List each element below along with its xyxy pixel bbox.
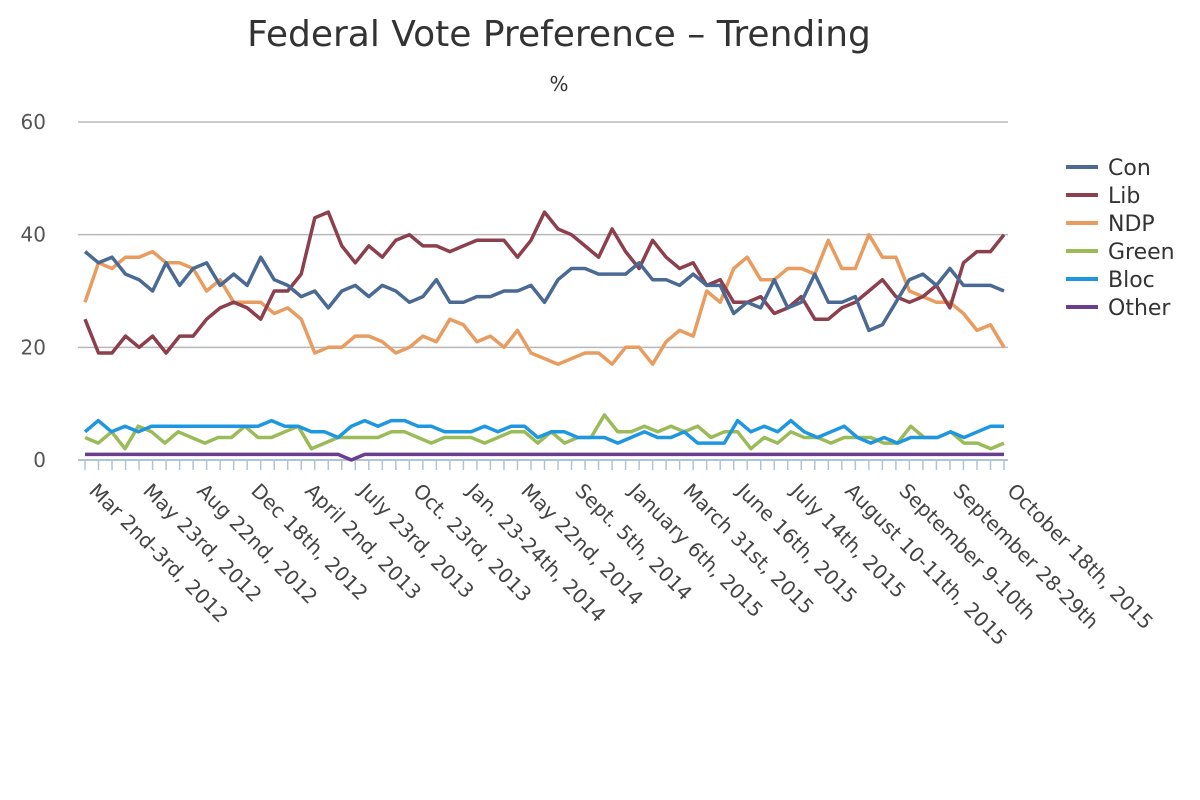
series-lines (83, 210, 1006, 462)
y-tick-label: 40 (21, 223, 46, 247)
chart-title: Federal Vote Preference – Trending (247, 14, 871, 55)
series-line-green (84, 413, 1005, 451)
x-axis (78, 459, 1008, 470)
legend-label-bloc: Bloc (1108, 268, 1155, 293)
legend-label-green: Green (1108, 240, 1175, 265)
gridlines (78, 121, 1008, 349)
series-line-bloc (83, 418, 1004, 445)
legend-label-lib: Lib (1108, 184, 1140, 209)
legend: Con Lib NDP Green Bloc Other (1066, 156, 1175, 321)
y-tick-label: 20 (21, 335, 46, 359)
legend-label-ndp: NDP (1108, 212, 1155, 237)
legend-label-con: Con (1108, 156, 1151, 181)
y-tick-label: 0 (33, 448, 46, 472)
legend-label-other: Other (1108, 296, 1171, 321)
y-tick-label: 60 (21, 110, 46, 134)
y-axis: 0 20 40 60 (21, 110, 46, 472)
series-line-other (85, 452, 1004, 462)
chart-subtitle: % (549, 72, 569, 96)
series-line-lib (83, 210, 1006, 355)
series-line-con (83, 250, 1005, 333)
